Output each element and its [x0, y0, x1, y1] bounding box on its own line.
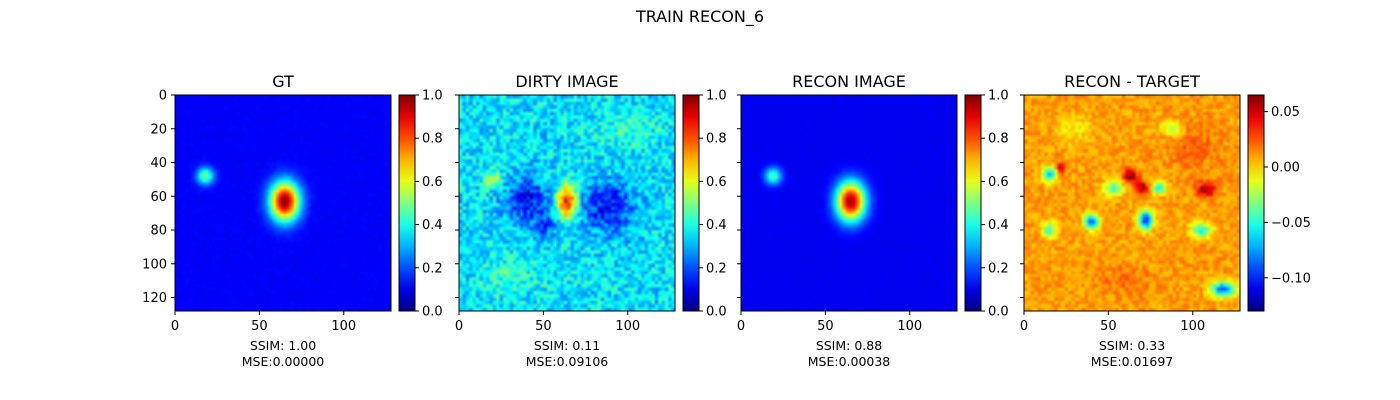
x-tick-label: 50: [251, 319, 268, 334]
metric-caption: SSIM: 0.33: [1099, 338, 1165, 353]
colorbar: [398, 94, 416, 312]
panels: GT 0 50 100 0 20 40 60 80 100 120 0.0 0.2 0.4 0.6 0.8 1.…: [142, 72, 1311, 369]
colorbar-tick-label: 0.4: [988, 218, 1009, 233]
y-tick-label: 40: [150, 156, 167, 171]
x-tick-label: 100: [615, 319, 640, 334]
colorbar-tick-label: 0.6: [706, 175, 727, 190]
colorbar-tick-label: 0.0: [988, 305, 1009, 320]
metric-caption: MSE:0.00038: [808, 354, 891, 369]
colorbar-tick-label: 0.6: [988, 175, 1009, 190]
colorbar-tick-label: 0.0: [706, 305, 727, 320]
colorbar-tick-label: −0.10: [1271, 271, 1311, 286]
metric-caption: MSE:0.01697: [1091, 354, 1174, 369]
metric-caption: MSE:0.00000: [242, 354, 325, 369]
x-tick-label: 0: [1020, 319, 1028, 334]
y-tick-label: 60: [150, 190, 167, 205]
colorbar-tick-label: 1.0: [422, 89, 443, 104]
colorbar-tick-label: 0.8: [422, 132, 443, 147]
y-tick-label: 120: [142, 291, 167, 306]
x-tick-label: 100: [331, 319, 356, 334]
colorbar-tick-label: 0.6: [422, 175, 443, 190]
figure-suptitle: TRAIN RECON_6: [635, 7, 764, 27]
y-tick-label: 80: [150, 224, 167, 239]
panel-1: GT 0 50 100 0 20 40 60 80 100 120 0.0 0.2 0.4 0.6 0.8 1.…: [142, 72, 443, 369]
x-tick-label: 0: [455, 319, 463, 334]
metric-caption: MSE:0.09106: [526, 354, 609, 369]
x-tick-label: 0: [737, 319, 745, 334]
heatmap-image: [741, 95, 957, 311]
colorbar-tick-label: 0.2: [422, 261, 443, 276]
metric-caption: SSIM: 0.11: [534, 338, 600, 353]
axes-frame: [1023, 94, 1241, 312]
colorbar-tick-label: 0.8: [706, 132, 727, 147]
panel-title: RECON IMAGE: [792, 72, 906, 91]
heatmap-image: [1024, 95, 1240, 311]
panel-title: RECON - TARGET: [1064, 72, 1200, 91]
metric-caption: SSIM: 0.88: [816, 338, 882, 353]
colorbar-tick-label: 0.4: [706, 218, 727, 233]
x-tick-label: 50: [535, 319, 552, 334]
axes-frame: [740, 94, 958, 312]
y-tick-label: 100: [142, 257, 167, 272]
x-tick-label: 50: [817, 319, 834, 334]
panel-2: DIRTY IMAGE 0 50 100 0.0 0.2 0.4 0.6 0.8 1.0 SSIM:…: [455, 72, 727, 369]
panel-title: DIRTY IMAGE: [515, 72, 618, 91]
x-tick-label: 0: [171, 319, 179, 334]
axes-frame: [458, 94, 676, 312]
y-tick-label: 20: [150, 122, 167, 137]
colorbar-tick-label: 0.0: [422, 305, 443, 320]
panel-3: RECON IMAGE 0 50 100 0.0 0.2 0.4 0.6 0.8 1.0 SSIM:…: [737, 72, 1009, 369]
colorbar-tick-label: 0.8: [988, 132, 1009, 147]
colorbar: [964, 94, 982, 312]
colorbar: [682, 94, 700, 312]
colorbar-tick-label: 0.2: [988, 261, 1009, 276]
colorbar: [1247, 94, 1265, 312]
colorbar-tick-label: 1.0: [706, 89, 727, 104]
panel-4: RECON - TARGET 0 50 100 0.05 0.00 −0.05 −0.10 SS…: [1020, 72, 1311, 369]
heatmap-image: [175, 95, 391, 311]
colorbar-tick-label: 0.2: [706, 261, 727, 276]
colorbar-tick-label: 0.4: [422, 218, 443, 233]
colorbar-tick-label: −0.05: [1271, 216, 1311, 231]
y-tick-label: 0: [159, 89, 167, 104]
metric-caption: SSIM: 1.00: [250, 338, 316, 353]
colorbar-tick-label: 0.00: [1271, 161, 1300, 176]
x-tick-label: 100: [897, 319, 922, 334]
colorbar-tick-label: 1.0: [988, 89, 1009, 104]
x-tick-label: 50: [1100, 319, 1117, 334]
panel-title: GT: [272, 72, 294, 91]
axes-frame: [174, 94, 392, 312]
heatmap-image: [459, 95, 675, 311]
colorbar-tick-label: 0.05: [1271, 105, 1300, 120]
x-tick-label: 100: [1180, 319, 1205, 334]
